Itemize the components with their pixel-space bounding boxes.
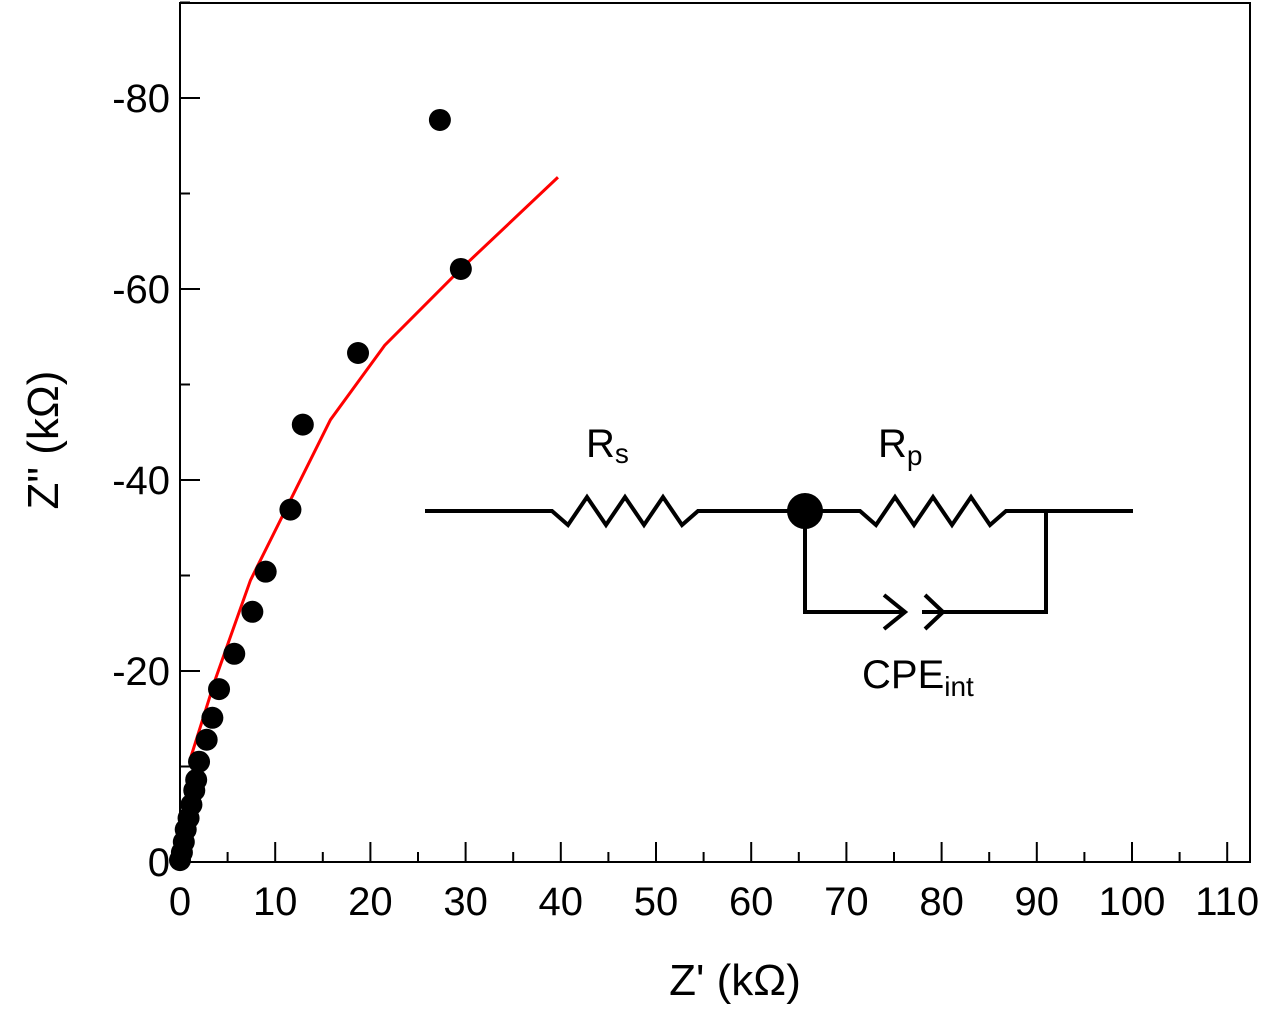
data-point [208,678,231,701]
equivalent-circuit [425,493,1133,631]
y-tick-label: -20 [112,650,170,694]
fit-line [188,176,559,761]
x-axis-label: Z' (kΩ) [669,956,801,1005]
x-tick-label: 60 [729,880,774,924]
x-tick-label: 0 [169,880,191,924]
x-tick-label: 70 [824,880,869,924]
x-tick-label: 20 [348,880,393,924]
y-tick-label: -60 [112,268,170,312]
y-tick-label: 0 [148,841,170,885]
data-point [201,706,224,729]
data-point [291,413,314,436]
x-tick-label: 100 [1099,880,1166,924]
x-tick-label: 30 [443,880,488,924]
circuit-wire [425,493,1133,529]
cpe-element [882,593,946,631]
data-point [449,257,472,280]
rs-label: Rs [586,422,629,469]
rp-label: Rp [878,422,922,471]
data-point [347,341,370,364]
data-point [195,728,218,751]
x-tick-label: 90 [1015,880,1060,924]
data-point [279,498,302,521]
x-tick-label: 80 [919,880,964,924]
data-point [241,600,264,623]
data-point [188,750,211,773]
data-point [185,768,208,791]
plot-frame [179,2,1251,863]
y-tick-label: -40 [112,459,170,503]
x-tick-label: 40 [539,880,584,924]
x-tick-label: 10 [253,880,298,924]
data-point [223,642,246,665]
y-axis-label: Z" (kΩ) [19,371,68,510]
cpe-wire [803,511,1048,614]
data-point [428,108,451,131]
cpe-label: CPEint [862,653,974,702]
y-tick-label: -80 [112,77,170,121]
data-point [254,560,277,583]
x-tick-label: 110 [1195,880,1259,924]
x-tick-label: 50 [634,880,679,924]
